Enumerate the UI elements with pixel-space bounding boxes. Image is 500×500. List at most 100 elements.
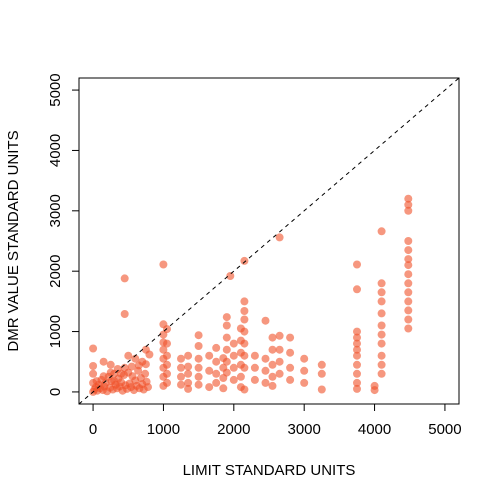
data-point <box>275 369 284 378</box>
data-point <box>110 377 119 386</box>
data-point <box>222 313 231 322</box>
data-point <box>240 351 249 360</box>
data-point <box>138 357 147 366</box>
data-point <box>268 345 277 354</box>
y-tick-label: 3000 <box>47 194 64 227</box>
data-point <box>194 342 203 350</box>
data-point <box>250 351 259 360</box>
x-axis-title: LIMIT STANDARD UNITS <box>183 462 356 479</box>
data-point <box>127 362 136 371</box>
data-point <box>106 360 115 369</box>
data-point <box>404 288 413 297</box>
data-point <box>353 369 361 378</box>
data-point <box>163 378 171 387</box>
data-point <box>275 345 284 354</box>
data-point <box>268 372 277 381</box>
data-point <box>404 255 413 264</box>
data-point <box>317 385 326 394</box>
data-point <box>268 381 277 390</box>
data-point <box>89 362 98 370</box>
data-point <box>261 366 270 375</box>
data-point <box>404 270 413 279</box>
data-point <box>240 385 249 394</box>
data-point <box>184 351 193 360</box>
data-point <box>222 333 231 342</box>
data-point <box>317 360 326 369</box>
data-point <box>184 362 193 371</box>
data-point <box>184 384 193 393</box>
data-point <box>300 366 309 375</box>
data-point <box>89 344 98 353</box>
data-point <box>353 384 361 393</box>
y-tick-label: 2000 <box>47 254 64 287</box>
data-point <box>205 366 214 375</box>
data-point <box>159 345 168 354</box>
data-point <box>404 246 413 255</box>
y-tick-label: 5000 <box>47 73 64 106</box>
data-point <box>377 297 386 306</box>
data-point <box>377 309 386 318</box>
data-point <box>377 321 386 330</box>
data-point <box>377 351 386 360</box>
data-point <box>240 307 249 315</box>
data-point <box>184 369 193 378</box>
data-point <box>404 206 413 215</box>
data-point <box>404 200 413 209</box>
data-point <box>212 343 221 352</box>
data-point <box>240 339 249 348</box>
data-point <box>240 327 249 336</box>
data-point <box>177 380 185 389</box>
data-point <box>286 375 295 384</box>
data-point <box>250 375 259 384</box>
y-tick-label: 1000 <box>47 315 64 348</box>
data-point <box>205 383 214 392</box>
data-point <box>353 378 361 387</box>
data-point <box>219 384 228 393</box>
data-point <box>275 357 284 366</box>
data-point <box>353 345 361 354</box>
data-point <box>194 363 203 372</box>
data-point <box>275 233 284 242</box>
data-point <box>212 369 221 378</box>
x-axis: 0 1000 2000 3000 4000 5000 <box>89 403 462 438</box>
data-point <box>144 383 152 392</box>
data-point <box>377 330 386 339</box>
data-point <box>268 360 277 369</box>
data-point <box>163 369 171 378</box>
data-point <box>286 333 295 342</box>
data-point <box>194 380 203 389</box>
data-point <box>163 339 171 348</box>
data-point <box>89 378 98 387</box>
data-point <box>177 354 185 363</box>
data-point <box>212 357 221 366</box>
data-point <box>404 261 413 270</box>
data-point <box>404 306 413 315</box>
data-point <box>286 348 295 357</box>
x-tick-label: 3000 <box>287 421 320 438</box>
x-tick-label: 5000 <box>428 421 461 438</box>
data-point <box>261 378 270 387</box>
y-tick-label: 0 <box>47 388 64 396</box>
data-point <box>177 372 185 381</box>
data-point <box>222 357 231 366</box>
data-point <box>317 369 326 378</box>
y-axis-title: DMR VALUE STANDARD UNITS <box>5 130 22 351</box>
data-point <box>261 316 270 325</box>
data-point <box>404 324 413 333</box>
data-point <box>353 285 361 294</box>
data-point <box>99 357 108 366</box>
data-point <box>275 331 284 340</box>
x-tick-label: 1000 <box>147 421 180 438</box>
data-point <box>120 310 129 318</box>
data-point <box>229 375 238 384</box>
data-point <box>212 378 221 387</box>
data-point <box>89 369 98 378</box>
data-point <box>286 363 295 372</box>
y-tick-label: 4000 <box>47 134 64 167</box>
data-point <box>120 274 129 283</box>
data-point <box>106 368 115 377</box>
data-point <box>261 354 270 363</box>
data-point <box>353 339 361 348</box>
data-point <box>229 339 238 348</box>
